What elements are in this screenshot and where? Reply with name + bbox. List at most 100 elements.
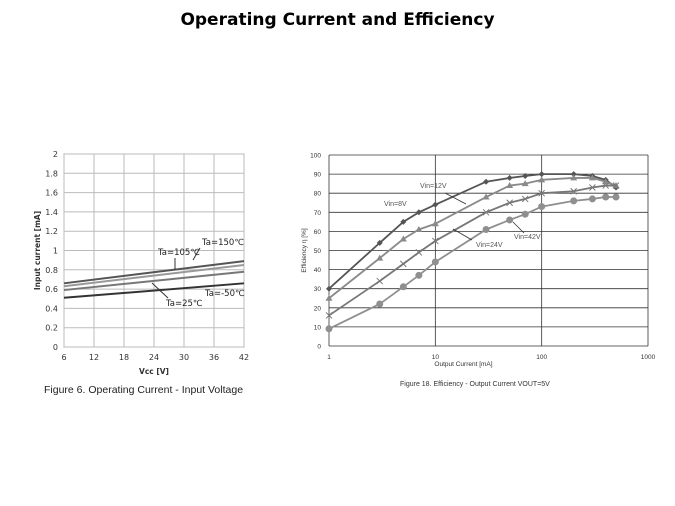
label-leader — [452, 228, 473, 241]
data-point — [570, 197, 578, 205]
y-tick-label: 1 — [53, 247, 58, 256]
data-point — [325, 312, 333, 319]
data-point — [538, 171, 545, 178]
x-tick-label: 1 — [327, 354, 331, 361]
data-point — [483, 178, 490, 185]
y-tick-label: 30 — [314, 286, 322, 293]
y-tick-label: 1.2 — [45, 227, 58, 236]
y-tick-label: 20 — [314, 305, 322, 312]
series-label: Ta=25℃ — [165, 299, 203, 309]
data-point — [376, 239, 383, 246]
data-point — [602, 193, 610, 201]
data-point — [506, 216, 514, 224]
data-point — [602, 182, 610, 189]
slide-title: Operating Current and Efficiency — [180, 10, 495, 30]
y-tick-label: 100 — [310, 153, 321, 160]
x-tick-label: 36 — [209, 353, 219, 362]
figure18-caption: Figure 18. Efficiency - Output Current V… — [400, 381, 550, 388]
data-point — [522, 173, 529, 180]
data-point — [431, 237, 439, 245]
series-label: Ta=150℃ — [201, 238, 244, 248]
x-tick-label: 10 — [432, 354, 440, 361]
y-tick-label: 2 — [53, 150, 58, 159]
series-line — [63, 260, 245, 285]
data-point — [376, 277, 384, 285]
y-tick-label: 0.4 — [45, 304, 58, 313]
data-point — [482, 193, 490, 200]
label-leader — [151, 282, 169, 299]
data-point — [432, 201, 439, 208]
figure6-caption: Figure 6. Operating Current - Input Volt… — [44, 384, 244, 396]
data-point — [612, 182, 620, 189]
y-tick-label: 1.6 — [45, 189, 58, 198]
y-tick-label: 1.8 — [45, 169, 58, 178]
data-point — [415, 271, 423, 279]
y-tick-label: 0.6 — [45, 285, 58, 294]
data-point — [506, 182, 514, 189]
series-label: Ta=-50℃ — [204, 289, 245, 299]
data-point — [506, 174, 513, 181]
y-axis-label: Input current [mA] — [33, 211, 42, 290]
data-point — [521, 180, 529, 187]
x-tick-label: 24 — [149, 353, 159, 362]
data-point — [415, 209, 422, 216]
data-point — [521, 195, 529, 203]
data-point — [415, 225, 423, 232]
label-leader — [192, 247, 201, 261]
series-line — [63, 263, 245, 288]
y-tick-label: 0.8 — [45, 266, 58, 275]
y-tick-label: 60 — [314, 229, 322, 236]
data-point — [570, 171, 577, 178]
series-label: Vin=12V — [420, 183, 447, 190]
y-tick-label: 0.2 — [45, 324, 58, 333]
series-line — [63, 282, 245, 299]
y-tick-label: 70 — [314, 210, 322, 217]
series-label: Vin=24V — [476, 242, 503, 249]
data-point — [399, 235, 407, 242]
data-point — [482, 208, 490, 216]
y-tick-label: 1.4 — [45, 208, 58, 217]
data-point — [602, 178, 610, 185]
data-point — [325, 294, 333, 301]
data-point — [538, 176, 546, 183]
y-tick-label: 50 — [314, 248, 322, 255]
data-point — [400, 218, 407, 225]
data-point — [325, 325, 333, 333]
data-point — [570, 187, 578, 195]
data-point — [538, 203, 546, 211]
x-tick-label: 6 — [61, 353, 66, 362]
y-tick-label: 80 — [314, 191, 322, 198]
data-point — [415, 249, 423, 256]
series-line — [63, 270, 245, 292]
data-point — [506, 199, 514, 207]
x-tick-label: 12 — [89, 353, 99, 362]
series-label: Vin=8V — [384, 201, 407, 208]
x-tick-label: 18 — [119, 353, 129, 362]
data-point — [588, 174, 596, 181]
data-point — [482, 225, 490, 233]
data-point — [570, 174, 578, 181]
y-tick-label: 0 — [317, 344, 321, 351]
y-axis-label: Efficiency η [%] — [301, 228, 308, 273]
data-point — [589, 184, 596, 191]
y-tick-label: 0 — [53, 343, 58, 352]
data-point — [538, 189, 546, 197]
data-point — [431, 258, 439, 266]
label-leader — [512, 221, 525, 234]
x-axis-label: Vcc [V] — [139, 367, 169, 376]
label-leader — [444, 192, 467, 205]
series-label: Ta=105℃ — [157, 248, 200, 258]
x-tick-label: 1000 — [641, 354, 656, 361]
data-point — [399, 283, 407, 291]
x-tick-label: 30 — [179, 353, 189, 362]
x-axis-label: Output Current [mA] — [434, 361, 492, 368]
data-point — [588, 195, 596, 203]
series-label: Vin=42V — [514, 234, 541, 241]
data-point — [399, 260, 407, 268]
x-tick-label: 42 — [239, 353, 249, 362]
y-tick-label: 10 — [314, 324, 322, 331]
y-tick-label: 90 — [314, 172, 322, 179]
data-point — [612, 193, 620, 201]
